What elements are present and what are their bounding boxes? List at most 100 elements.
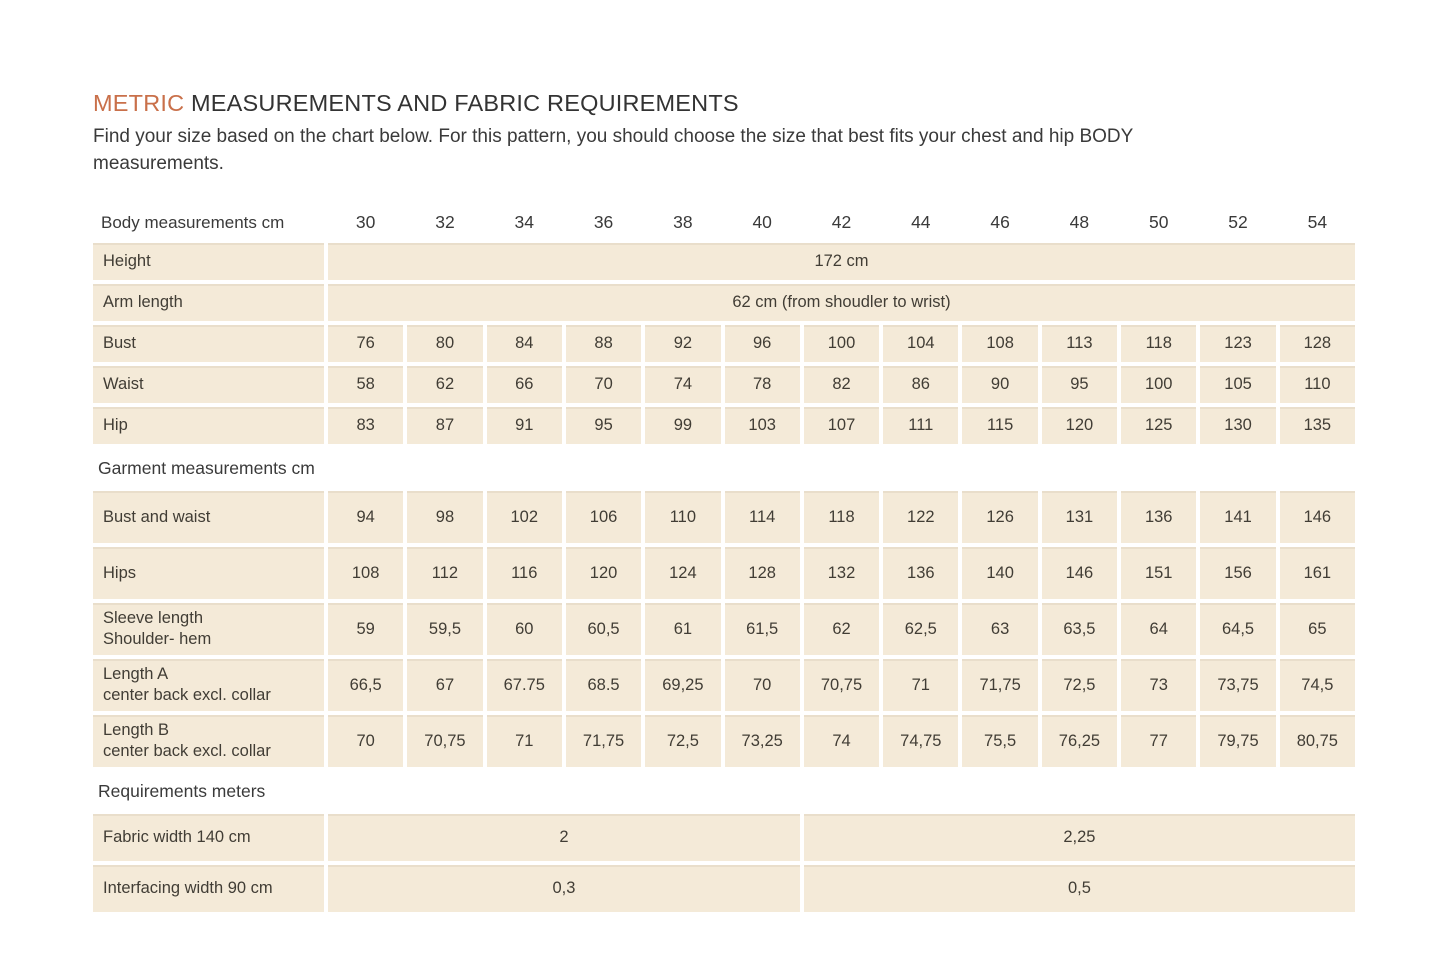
value-cell: 136 — [1121, 491, 1197, 543]
row-label-line: Waist — [103, 375, 144, 393]
value-cell: 100 — [1121, 366, 1197, 403]
row-label: Length A center back excl. collar — [93, 659, 324, 711]
value-cell: 106 — [565, 491, 642, 543]
value-cell: 65 — [1279, 603, 1355, 655]
value-cell: 71 — [486, 715, 562, 767]
page-subtitle: Find your size based on the chart below.… — [93, 126, 1133, 174]
section-header: Garment measurements cm — [98, 458, 315, 478]
value-cell: 132 — [803, 547, 880, 599]
value-cell: 136 — [883, 547, 959, 599]
value-cell: 94 — [328, 491, 404, 543]
value-cell: 116 — [486, 547, 562, 599]
value-cell: 104 — [883, 325, 959, 362]
value-cell: 100 — [803, 325, 880, 362]
value-cell: 108 — [962, 325, 1038, 362]
size-column-header: 50 — [1148, 211, 1169, 232]
row-label-line: Bust and waist — [103, 507, 211, 526]
row-label: Height — [93, 243, 324, 280]
row-label-line: center back excl. collar — [103, 742, 271, 760]
value-cell: 95 — [1041, 366, 1118, 403]
row-label: Waist — [93, 366, 324, 403]
value-cell: 151 — [1121, 547, 1197, 599]
row-label: Hip — [93, 407, 324, 444]
size-column-header: 36 — [593, 211, 614, 232]
value-cell: 64 — [1121, 603, 1197, 655]
size-column-header: 44 — [911, 211, 931, 232]
split-value-cell-left: 2 — [328, 814, 800, 861]
size-column-header: 32 — [435, 211, 455, 232]
value-cell: 135 — [1279, 407, 1355, 444]
value-cell: 131 — [1041, 491, 1118, 543]
value-cell: 76 — [328, 325, 404, 362]
value-cell: 74,75 — [883, 715, 959, 767]
value-cell: 80 — [407, 325, 483, 362]
value-cell: 62,5 — [883, 603, 959, 655]
value-cell: 146 — [1041, 547, 1118, 599]
value-cell: 114 — [724, 491, 800, 543]
value-cell: 72,5 — [1041, 659, 1118, 711]
value-cell: 61,5 — [724, 603, 800, 655]
table-row: Hips 108 112 116 120 124 128 132 136 140 146 151 156… — [93, 547, 1355, 599]
value-cell: 90 — [962, 366, 1038, 403]
value-cell: 83 — [328, 407, 404, 444]
value-cell: 73 — [1121, 659, 1197, 711]
value-cell: 59 — [328, 603, 404, 655]
value-cell: 78 — [724, 366, 800, 403]
value-cell: 70,75 — [803, 659, 880, 711]
row-label-line: Length A — [103, 665, 169, 683]
page-title-accent: METRIC — [93, 90, 185, 116]
value-cell: 80,75 — [1279, 715, 1355, 767]
value-cell: 140 — [962, 547, 1038, 599]
page-title-rest: MEASUREMENTS AND FABRIC REQUIREMENTS — [184, 90, 739, 116]
value-cell: 105 — [1200, 366, 1276, 403]
value-cell: 79,75 — [1200, 715, 1276, 767]
size-column-header: 40 — [752, 211, 772, 232]
row-label-line: Fabric width 140 cm — [103, 828, 251, 846]
value-cell: 99 — [645, 407, 721, 444]
value-cell: 70 — [565, 366, 642, 403]
value-cell: 98 — [407, 491, 483, 543]
value-cell: 124 — [645, 547, 721, 599]
value-cell: 67 — [407, 659, 483, 711]
table-row: Height 172 cm — [93, 243, 1355, 280]
row-label: Interfacing width 90 cm — [93, 865, 324, 912]
value-cell: 86 — [883, 366, 959, 403]
value-cell: 118 — [803, 491, 880, 543]
value-cell: 66,5 — [328, 659, 404, 711]
value-cell: 108 — [328, 547, 404, 599]
value-cell: 74 — [645, 366, 721, 403]
table-row: Length A center back excl. collar 66,5 67 67… — [93, 659, 1355, 711]
value-cell: 102 — [486, 491, 562, 543]
value-cell: 112 — [407, 547, 483, 599]
table-row: Arm length 62 cm (from shoudler to wrist) — [93, 284, 1355, 321]
row-label-line: center back excl. collar — [103, 686, 271, 704]
value-cell: 110 — [645, 491, 721, 543]
span-value-cell: 172 cm — [328, 243, 1355, 280]
row-label-line: Interfacing width 90 cm — [103, 879, 273, 897]
value-cell: 62 — [803, 603, 880, 655]
value-cell: 91 — [486, 407, 562, 444]
size-column-header: 34 — [514, 211, 534, 232]
span-value-cell: 62 cm (from shoudler to wrist) — [328, 284, 1355, 321]
value-cell: 128 — [724, 547, 800, 599]
row-label: Arm length — [93, 284, 324, 321]
value-cell: 123 — [1200, 325, 1276, 362]
table-row: Interfacing width 90 cm 0,3 0,5 — [93, 865, 1355, 912]
value-cell: 130 — [1200, 407, 1276, 444]
value-cell: 63 — [962, 603, 1038, 655]
page-title: METRIC MEASUREMENTS AND FABRIC REQUIREME… — [93, 90, 1355, 117]
value-cell: 73,25 — [724, 715, 800, 767]
value-cell: 70 — [328, 715, 404, 767]
value-cell: 66 — [486, 366, 562, 403]
size-column-header: 54 — [1307, 211, 1328, 232]
value-cell: 71,75 — [962, 659, 1038, 711]
value-cell: 82 — [803, 366, 880, 403]
value-cell: 63,5 — [1041, 603, 1118, 655]
value-cell: 128 — [1279, 325, 1355, 362]
row-label-line: Height — [103, 252, 151, 270]
split-value-cell-right: 0,5 — [803, 865, 1355, 912]
row-label: Sleeve length Shoulder- hem — [93, 603, 324, 655]
value-cell: 111 — [883, 407, 959, 444]
column-header-label: Body measurements cm — [101, 212, 285, 232]
